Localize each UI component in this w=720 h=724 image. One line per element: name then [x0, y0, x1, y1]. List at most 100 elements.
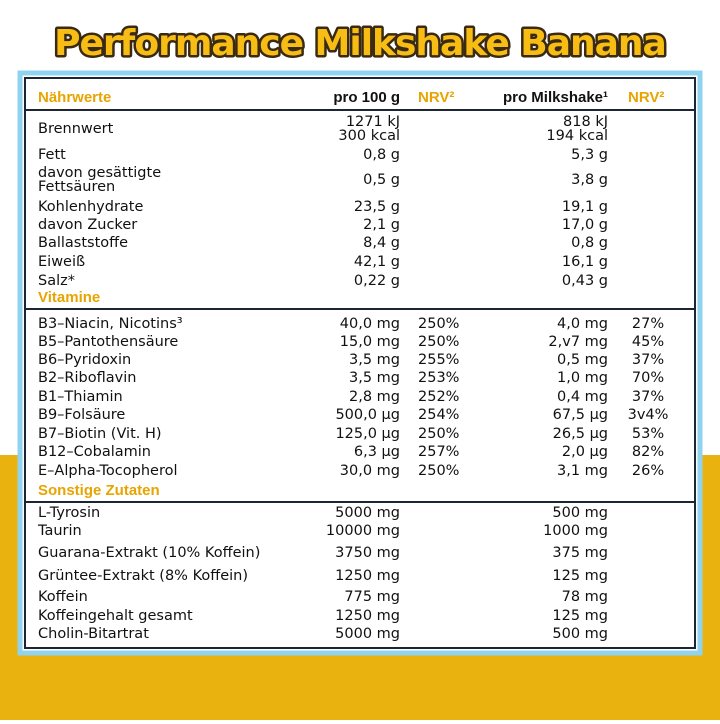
section-title: Vitamine: [38, 289, 100, 306]
cell: 3,5 mg: [349, 352, 400, 368]
cell: B9–Folsäure: [38, 407, 125, 423]
cell: davon Zucker: [38, 217, 137, 233]
cell: B2–Riboflavin: [38, 370, 136, 386]
section-title: Sonstige Zutaten: [38, 482, 160, 499]
cell: davon gesättigte: [38, 165, 161, 181]
cell: 1271 kJ: [346, 114, 400, 130]
cell: 2,0 µg: [562, 444, 608, 460]
cell: 250%: [418, 334, 459, 350]
cell: Taurin: [37, 523, 82, 539]
cell: Fettsäuren: [38, 179, 115, 195]
cell: 0,43 g: [562, 273, 608, 289]
cell: 194 kcal: [546, 128, 608, 144]
cell: 37%: [632, 389, 664, 405]
cell: 3v4%: [628, 407, 669, 423]
cell: 23,5 g: [354, 199, 400, 215]
cell: 0,8 g: [571, 235, 608, 251]
cell: 3750 mg: [335, 545, 400, 561]
cell: 26%: [632, 463, 664, 479]
cell: 16,1 g: [562, 254, 608, 270]
cell: Kohlenhydrate: [38, 199, 143, 215]
cell: Ballaststoffe: [38, 235, 128, 251]
cell: 67,5 µg: [553, 407, 608, 423]
cell: 42,1 g: [354, 254, 400, 270]
cell: 500 mg: [552, 505, 608, 521]
cell: 250%: [418, 316, 459, 332]
cell: Guarana-Extrakt (10% Koffein): [38, 545, 260, 561]
cell: 253%: [418, 370, 459, 386]
cell: 40,0 mg: [340, 316, 400, 332]
cell: B6–Pyridoxin: [38, 352, 131, 368]
cell: 10000 mg: [326, 523, 400, 539]
cell: Eiweiß: [38, 254, 85, 270]
cell: 82%: [632, 444, 664, 460]
cell: 53%: [632, 426, 664, 442]
cell: 125 mg: [552, 608, 608, 624]
cell: 500 mg: [552, 626, 608, 642]
cell: 255%: [418, 352, 459, 368]
cell: 3,1 mg: [557, 463, 608, 479]
cell: 3,8 g: [571, 172, 608, 188]
cell: L-Tyrosin: [38, 505, 100, 521]
cell: 2,1 g: [363, 217, 400, 233]
cell: 254%: [418, 407, 459, 423]
cell: 4,0 mg: [557, 316, 608, 332]
cell: E–Alpha-Tocopherol: [38, 463, 178, 479]
cell: 78 mg: [562, 589, 608, 605]
cell: 0,5 mg: [557, 352, 608, 368]
cell: 2,8 mg: [349, 389, 400, 405]
cell: 0,22 g: [354, 273, 400, 289]
cell: 30,0 mg: [340, 463, 400, 479]
cell: Koffeingehalt gesamt: [38, 608, 193, 624]
cell: 125,0 µg: [335, 426, 400, 442]
cell: 45%: [632, 334, 664, 350]
cell: 5000 mg: [335, 505, 400, 521]
cell: 27%: [632, 316, 664, 332]
cell: 17,0 g: [562, 217, 608, 233]
cell: 70%: [632, 370, 664, 386]
cell: 1250 mg: [335, 608, 400, 624]
cell: B1–Thiamin: [38, 389, 123, 405]
cell: 300 kcal: [338, 128, 400, 144]
cell: 19,1 g: [562, 199, 608, 215]
cell: Cholin-Bitartrat: [38, 626, 149, 642]
cell: 15,0 mg: [340, 334, 400, 350]
header-cell: pro 100 g: [333, 89, 400, 106]
cell: 26,5 µg: [553, 426, 608, 442]
cell: 2,v7 mg: [548, 334, 608, 350]
cell: 775 mg: [344, 589, 400, 605]
cell: 8,4 g: [363, 235, 400, 251]
cell: 5,3 g: [571, 147, 608, 163]
cell: 1250 mg: [335, 568, 400, 584]
cell: 252%: [418, 389, 459, 405]
cell: 375 mg: [552, 545, 608, 561]
cell: 250%: [418, 463, 459, 479]
cell: Salz*: [38, 273, 75, 289]
header-cell: pro Milkshake¹: [503, 89, 608, 106]
cell: B5–Pantothensäure: [38, 334, 178, 350]
cell: 500,0 µg: [335, 407, 400, 423]
cell: B12–Cobalamin: [38, 444, 151, 460]
cell: 3,5 mg: [349, 370, 400, 386]
cell: 0,4 mg: [557, 389, 608, 405]
cell: B3–Niacin, Nicotins³: [38, 316, 183, 332]
cell: 0,8 g: [363, 147, 400, 163]
cell: 1000 mg: [543, 523, 608, 539]
cell: Fett: [38, 147, 66, 163]
cell: 37%: [632, 352, 664, 368]
cell: Koffein: [38, 589, 88, 605]
header-cell: NRV²: [418, 89, 454, 106]
cell: 818 kJ: [563, 114, 608, 130]
cell: 250%: [418, 426, 459, 442]
cell: 6,3 µg: [354, 444, 400, 460]
cell: B7–Biotin (Vit. H): [38, 426, 162, 442]
title: Performance Milkshake Banana: [54, 23, 666, 64]
cell: 0,5 g: [363, 172, 400, 188]
table-border: [24, 77, 696, 649]
cell: 125 mg: [552, 568, 608, 584]
cell: Grüntee-Extrakt (8% Koffein): [38, 568, 248, 584]
header-cell: NRV²: [628, 89, 664, 106]
cell: 1,0 mg: [557, 370, 608, 386]
header-cell: Nährwerte: [38, 89, 111, 106]
